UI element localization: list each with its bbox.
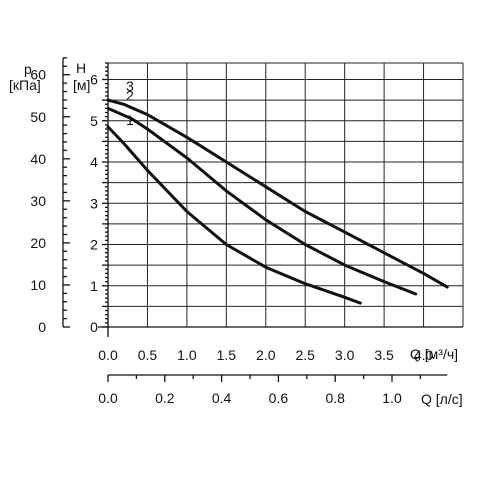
curves: 1 23: [106, 78, 449, 305]
y-head-tick-label: 1: [90, 278, 98, 294]
x-flow-m3h-tick-label: 3.5: [374, 347, 394, 363]
y-pressure-tick-label: 60: [30, 67, 46, 83]
x-flow-ls-tick-label: 1.0: [382, 390, 402, 406]
y-pressure-axis-unit: [кПа]: [9, 77, 41, 93]
curve-1: [106, 125, 362, 305]
x-flow-ls-tick-label: 0.2: [155, 390, 175, 406]
x-flow-m3h-tick-label: 2.0: [256, 347, 276, 363]
grid: [107, 62, 464, 328]
y-pressure-tick-label: 50: [30, 109, 46, 125]
x-flow-m3h-tick-label: 0.0: [98, 347, 118, 363]
x-flow-m3h-tick-label: 0.5: [138, 347, 158, 363]
y-head-tick-label: 2: [90, 237, 98, 253]
y-pressure-tick-label: 10: [30, 277, 46, 293]
curve-label-3: 3: [126, 78, 134, 94]
y-pressure-tick-label: 0: [38, 319, 46, 335]
x-flow-ls-tick-label: 0.0: [98, 390, 118, 406]
x-flow-m3h-axis-title: Q [м³/ч]: [410, 346, 458, 362]
y-head-tick-label: 0: [90, 319, 98, 335]
y-head-tick-label: 4: [90, 154, 98, 170]
y-head-axis-title: H: [76, 60, 86, 76]
x-flow-m3h-tick-label: 1.5: [217, 347, 237, 363]
x-flow-m3h-tick-label: 3.0: [335, 347, 355, 363]
x-flow-ls-tick-label: 0.8: [325, 390, 345, 406]
curve-2: [106, 106, 418, 296]
y-head-tick-label: 3: [90, 195, 98, 211]
curve-label-2: 2: [126, 87, 134, 103]
y-pressure-tick-label: 20: [30, 235, 46, 251]
labels: H [м] p [кПа] Q [м³/ч] Q [л/с]: [9, 60, 463, 407]
x-flow-m3h-tick-label: 2.5: [295, 347, 315, 363]
x-flow-ls-tick-label: 0.4: [212, 390, 232, 406]
y-pressure-tick-label: 40: [30, 151, 46, 167]
x-flow-ls-tick-label: 0.6: [269, 390, 289, 406]
x-flow-m3h-tick-label: 4.0: [414, 347, 434, 363]
y-head-tick-label: 5: [90, 113, 98, 129]
curve-label-1: 1: [126, 112, 134, 128]
x-flow-m3h-tick-label: 1.0: [177, 347, 197, 363]
y-head-axis-unit: [м]: [73, 77, 90, 93]
y-pressure-tick-label: 30: [30, 193, 46, 209]
x-flow-ls-axis-title: Q [л/с]: [421, 391, 463, 407]
curve-3: [106, 98, 449, 289]
y-head-tick-label: 6: [90, 72, 98, 88]
y-pressure-axis-title: p: [24, 61, 32, 77]
